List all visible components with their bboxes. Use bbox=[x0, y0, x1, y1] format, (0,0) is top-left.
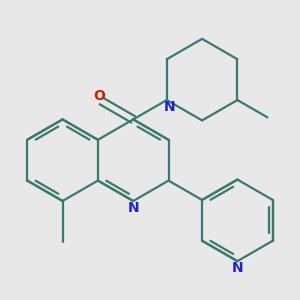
Text: N: N bbox=[232, 262, 243, 275]
Text: N: N bbox=[164, 100, 176, 114]
Text: N: N bbox=[128, 201, 139, 215]
Text: O: O bbox=[94, 89, 105, 103]
